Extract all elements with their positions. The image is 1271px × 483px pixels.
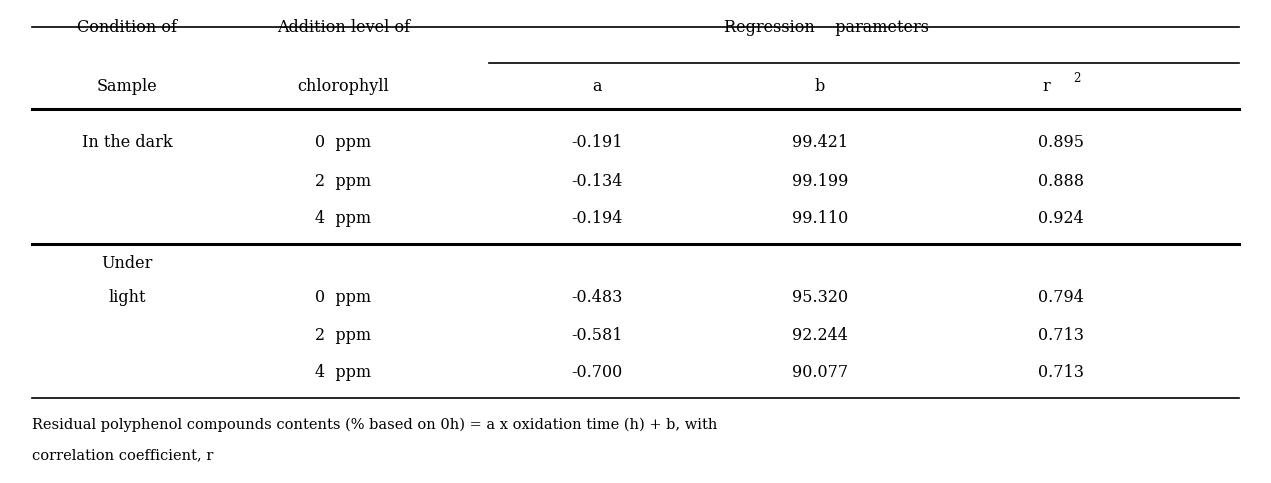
Text: a: a: [592, 78, 602, 96]
Text: -0.581: -0.581: [572, 327, 623, 344]
Text: Condition of: Condition of: [78, 19, 177, 36]
Text: 0.888: 0.888: [1038, 172, 1084, 190]
Text: -0.483: -0.483: [572, 288, 623, 306]
Text: Residual polyphenol compounds contents (% based on 0h) = a x oxidation time (h) : Residual polyphenol compounds contents (…: [32, 418, 717, 432]
Text: 0.924: 0.924: [1038, 210, 1084, 227]
Text: In the dark: In the dark: [81, 134, 173, 151]
Text: 99.199: 99.199: [792, 172, 848, 190]
Text: -0.191: -0.191: [572, 134, 623, 151]
Text: 95.320: 95.320: [792, 288, 848, 306]
Text: chlorophyll: chlorophyll: [297, 78, 389, 96]
Text: 0.794: 0.794: [1038, 288, 1084, 306]
Text: correlation coefficient, r: correlation coefficient, r: [32, 448, 214, 462]
Text: Sample: Sample: [97, 78, 158, 96]
Text: 0.895: 0.895: [1038, 134, 1084, 151]
Text: 0.713: 0.713: [1038, 364, 1084, 382]
Text: 0  ppm: 0 ppm: [315, 288, 371, 306]
Text: 92.244: 92.244: [792, 327, 848, 344]
Text: Regression    parameters: Regression parameters: [723, 19, 929, 36]
Text: 99.421: 99.421: [792, 134, 848, 151]
Text: 0.713: 0.713: [1038, 327, 1084, 344]
Text: 99.110: 99.110: [792, 210, 848, 227]
Text: 2  ppm: 2 ppm: [315, 327, 371, 344]
Text: light: light: [108, 288, 146, 306]
Text: Addition level of: Addition level of: [277, 19, 409, 36]
Text: 2: 2: [1073, 72, 1080, 85]
Text: 90.077: 90.077: [792, 364, 848, 382]
Text: 4  ppm: 4 ppm: [315, 210, 371, 227]
Text: b: b: [815, 78, 825, 96]
Text: -0.134: -0.134: [572, 172, 623, 190]
Text: -0.700: -0.700: [572, 364, 623, 382]
Text: r: r: [1042, 78, 1050, 96]
Text: Under: Under: [102, 255, 153, 272]
Text: 0  ppm: 0 ppm: [315, 134, 371, 151]
Text: 4  ppm: 4 ppm: [315, 364, 371, 382]
Text: -0.194: -0.194: [572, 210, 623, 227]
Text: 2  ppm: 2 ppm: [315, 172, 371, 190]
